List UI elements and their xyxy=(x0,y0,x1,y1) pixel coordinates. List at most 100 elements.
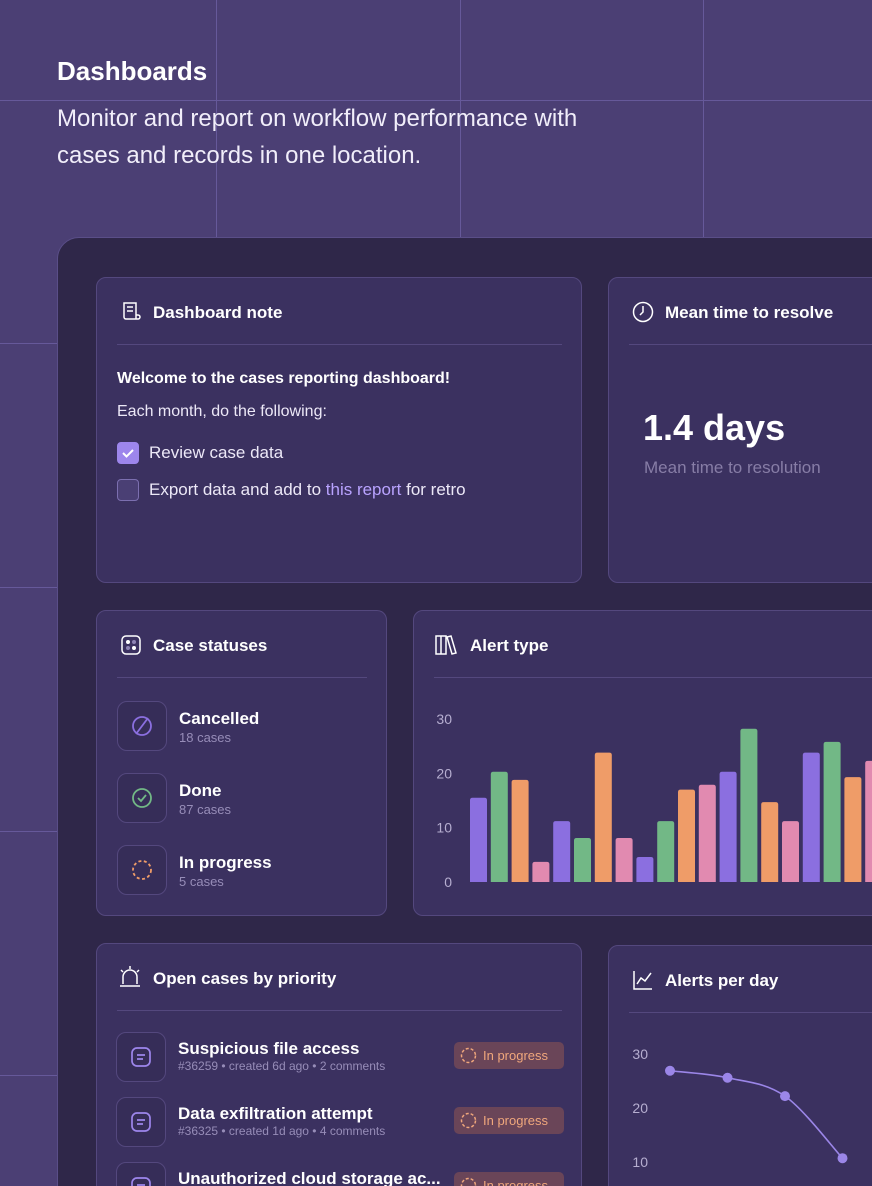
bar xyxy=(698,784,716,882)
mttr-value: 1.4 days xyxy=(643,407,786,448)
divider xyxy=(117,677,367,678)
case-title[interactable]: Suspicious file access xyxy=(178,1039,360,1058)
divider xyxy=(117,344,562,345)
grid-line xyxy=(0,343,57,344)
report-link[interactable]: this report xyxy=(325,480,402,499)
task-text-after: for retro xyxy=(406,480,466,499)
bar xyxy=(470,797,487,882)
case-meta: #36259 • created 6d ago • 2 comments xyxy=(178,1059,386,1073)
page-title: Dashboards xyxy=(57,56,208,86)
status-label: Done xyxy=(179,781,222,800)
note-heading: Welcome to the cases reporting dashboard… xyxy=(117,370,451,387)
line-chart-icon xyxy=(633,971,652,990)
status-badge-text: In progress xyxy=(483,1178,549,1186)
grid-line xyxy=(0,831,57,832)
books-icon xyxy=(435,635,457,655)
grid-line xyxy=(703,0,704,237)
note-intro: Each month, do the following: xyxy=(117,403,327,420)
divider xyxy=(434,677,872,678)
mttr-caption: Mean time to resolution xyxy=(644,458,821,477)
y-tick-label: 20 xyxy=(436,765,452,781)
card-title: Open cases by priority xyxy=(153,969,337,988)
bar xyxy=(594,752,612,882)
bar xyxy=(782,821,799,882)
bar xyxy=(511,779,529,882)
bar xyxy=(636,857,654,882)
task-text-before: Export data and add to xyxy=(149,480,322,499)
y-tick-label: 30 xyxy=(436,711,452,727)
y-tick-label: 20 xyxy=(632,1100,648,1116)
grid-line xyxy=(0,1075,57,1076)
bar xyxy=(823,741,841,882)
grid-line xyxy=(0,100,872,101)
case-title[interactable]: Unauthorized cloud storage ac... xyxy=(178,1169,441,1186)
grid-line xyxy=(460,0,461,237)
y-tick-label: 30 xyxy=(632,1046,648,1062)
clock-icon xyxy=(632,301,654,323)
divider xyxy=(629,344,872,345)
bar xyxy=(761,802,779,882)
status-label: In progress xyxy=(179,853,272,872)
siren-icon xyxy=(120,966,140,987)
bar xyxy=(532,861,550,882)
case-title[interactable]: Data exfiltration attempt xyxy=(178,1104,373,1123)
point xyxy=(665,1065,675,1076)
bar xyxy=(574,837,591,882)
case-icon-box xyxy=(116,1032,166,1082)
bar xyxy=(657,821,675,882)
alerts-per-day-card: Alerts per day xyxy=(608,945,872,1186)
status-badge-text: In progress xyxy=(483,1113,549,1128)
bar xyxy=(553,821,571,882)
status-count: 87 cases xyxy=(179,802,232,817)
bar xyxy=(802,752,820,882)
point xyxy=(837,1153,848,1164)
card-title: Mean time to resolve xyxy=(665,303,834,322)
case-meta: #36325 • created 1d ago • 4 comments xyxy=(178,1124,386,1138)
case-icon-box xyxy=(116,1162,166,1186)
point xyxy=(780,1091,790,1102)
card-title: Alert type xyxy=(470,636,549,655)
bar xyxy=(615,837,633,882)
y-tick-label: 10 xyxy=(436,820,452,836)
statuses-card: Case statuses Cancelled 18 cases Done 87… xyxy=(96,610,387,916)
line xyxy=(669,1069,844,1159)
mttr-card: Mean time to resolve 1.4 days Mean time … xyxy=(608,277,872,583)
status-icon-box xyxy=(117,773,167,823)
card-title: Case statuses xyxy=(153,636,268,655)
checkbox[interactable] xyxy=(117,479,139,501)
y-tick-label: 10 xyxy=(632,1154,648,1170)
open-cases-card: Open cases by priority Suspicious file a… xyxy=(96,943,582,1186)
bar xyxy=(719,771,737,882)
checkbox[interactable] xyxy=(117,442,139,464)
grid-line xyxy=(216,0,217,237)
case-icon-box xyxy=(116,1097,166,1147)
task-text: Review case data xyxy=(149,443,284,462)
status-badge: In progress xyxy=(454,1042,564,1069)
status-badge-text: In progress xyxy=(483,1048,549,1063)
divider xyxy=(117,1010,562,1011)
card-title: Alerts per day xyxy=(665,971,779,990)
divider xyxy=(629,1012,872,1013)
status-icon xyxy=(121,635,141,655)
grid-line xyxy=(0,587,57,588)
status-icon-box xyxy=(117,701,167,751)
bar xyxy=(740,728,758,882)
task-text: Export data and add to this report for r… xyxy=(149,480,466,500)
note-card: Dashboard note Welcome to the cases repo… xyxy=(96,277,582,583)
status-badge: In progress xyxy=(454,1107,564,1134)
status-label: Cancelled xyxy=(179,709,260,728)
status-icon-box xyxy=(117,845,167,895)
status-count: 5 cases xyxy=(179,874,224,889)
status-count: 18 cases xyxy=(179,730,232,745)
bar xyxy=(844,777,862,882)
bar xyxy=(490,771,508,882)
y-tick-label: 0 xyxy=(444,874,452,890)
card-title: Dashboard note xyxy=(153,303,283,322)
bar xyxy=(865,760,872,882)
point xyxy=(722,1072,733,1083)
bar xyxy=(678,789,695,882)
note-icon xyxy=(123,302,141,320)
page-subtitle: Monitor and report on workflow performan… xyxy=(57,105,578,169)
